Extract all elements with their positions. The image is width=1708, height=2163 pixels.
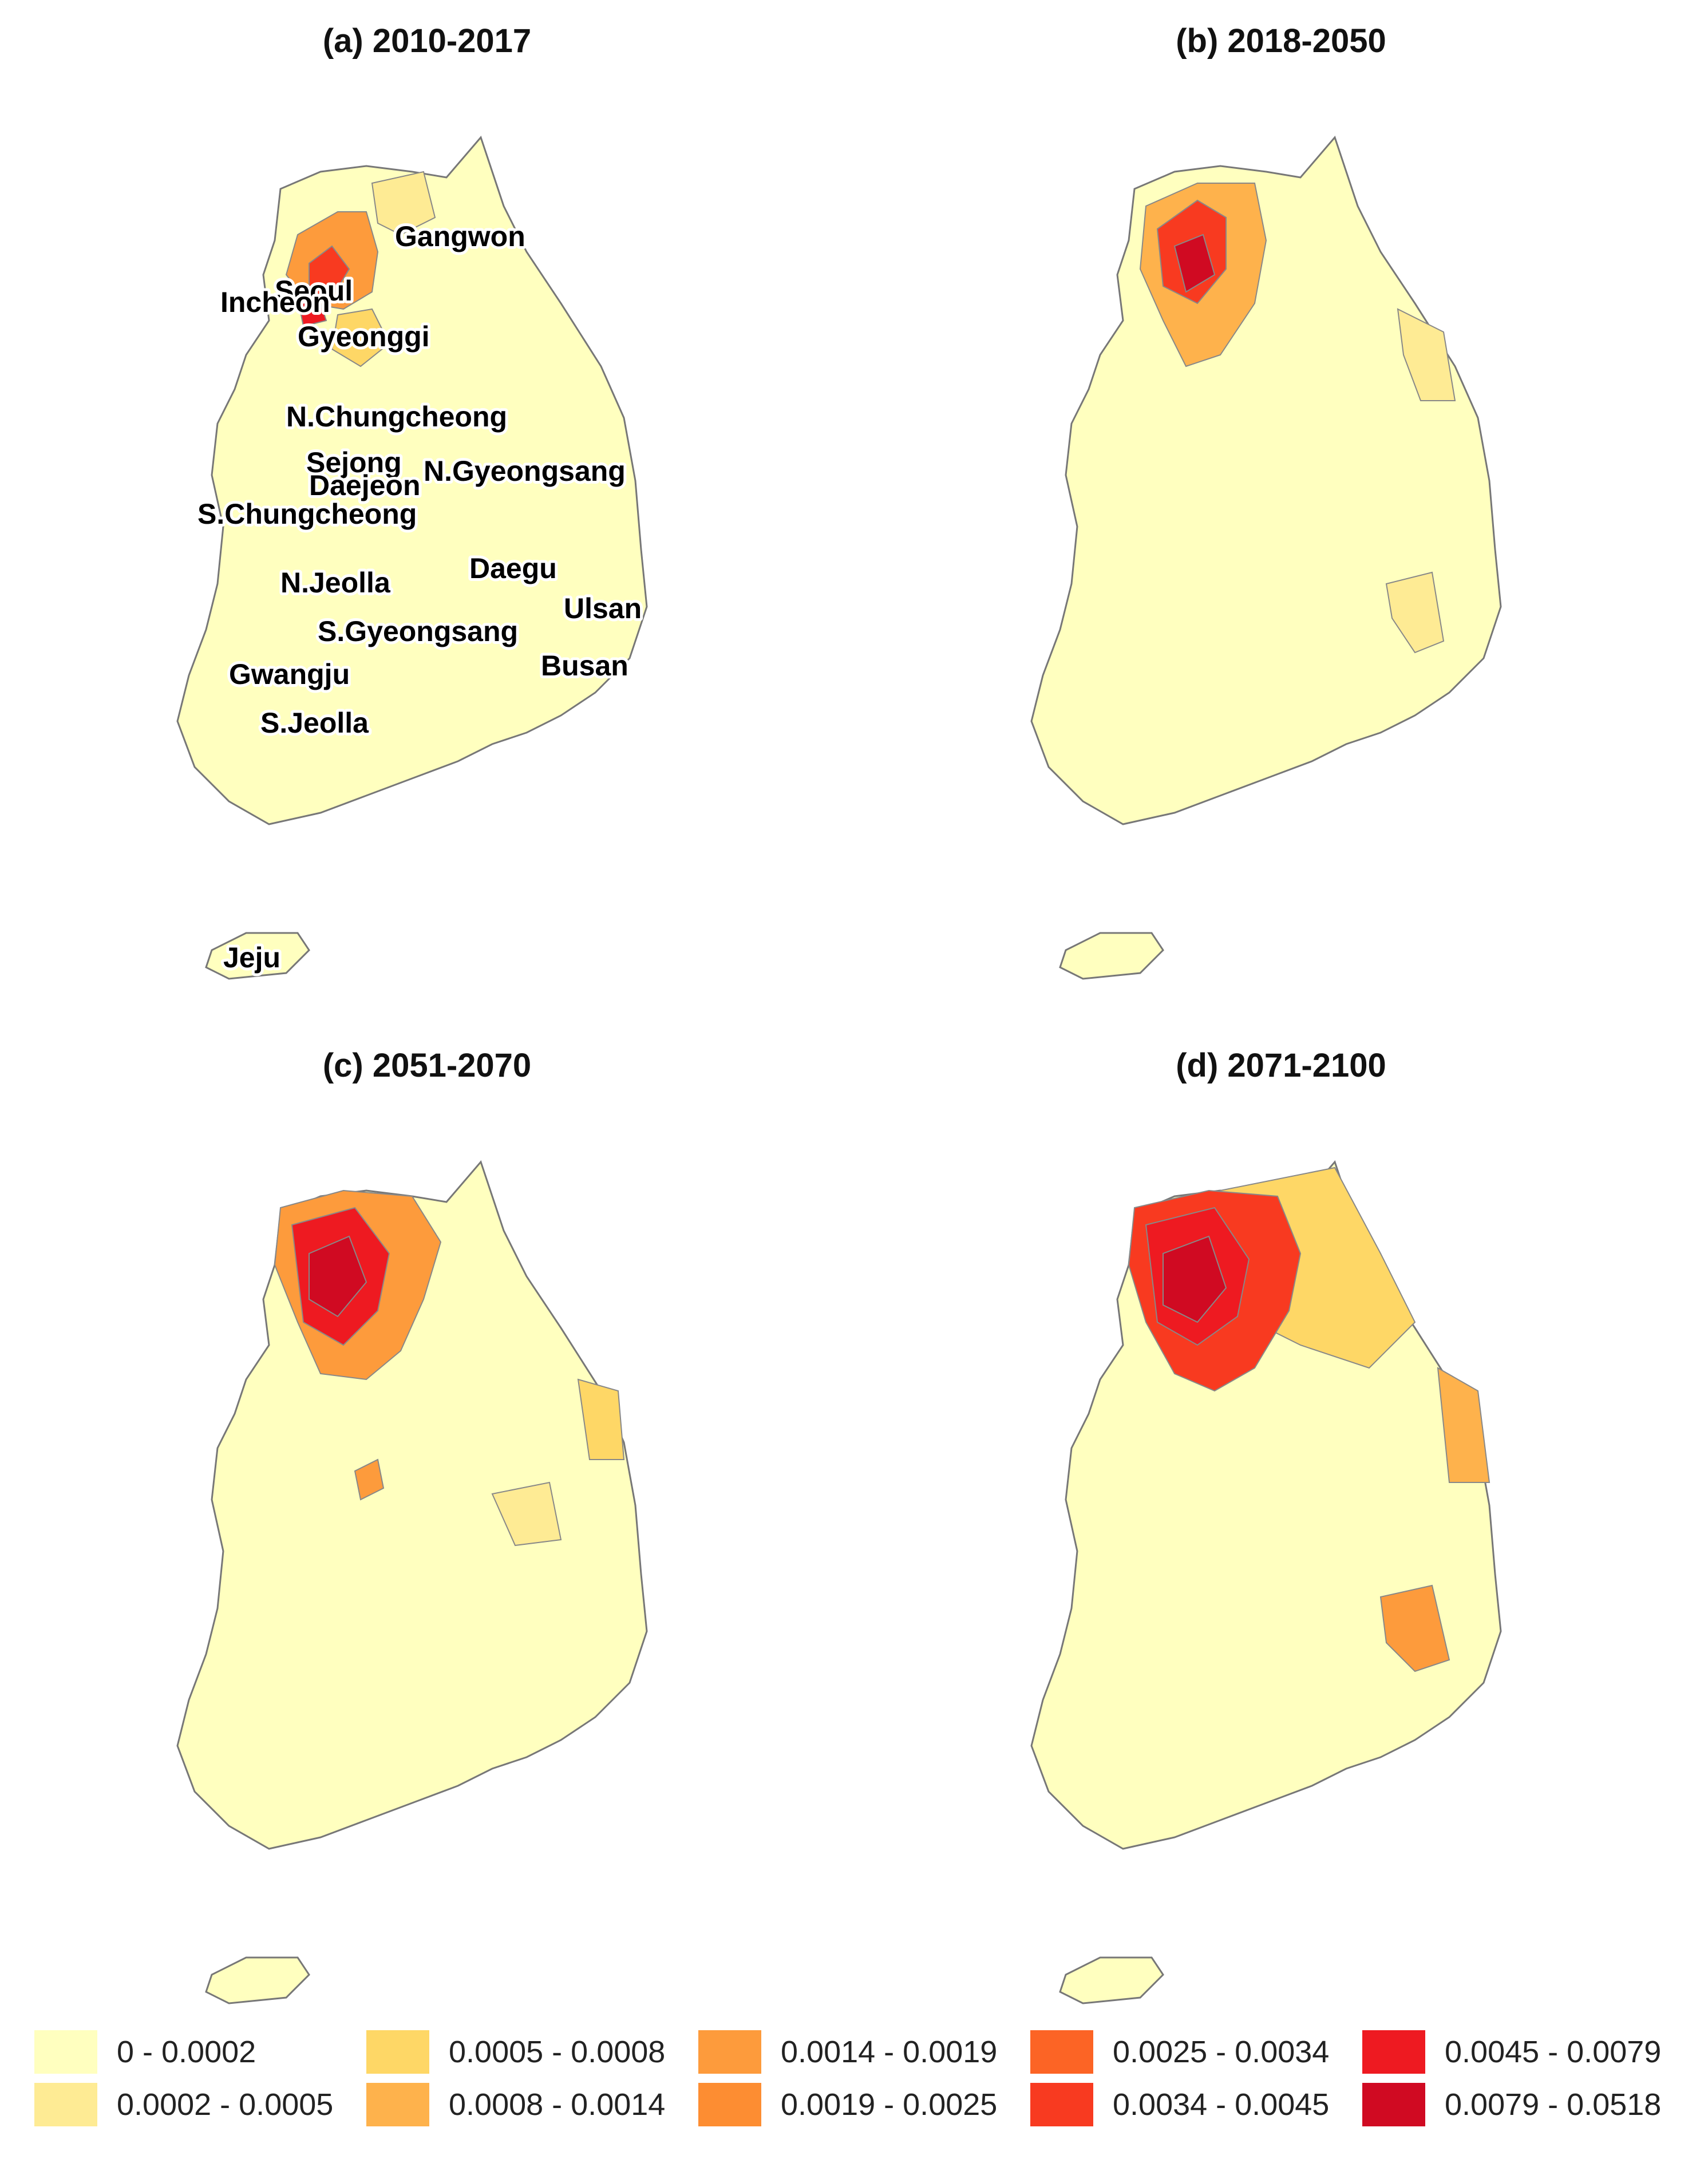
panel-c: (c) 2051-2070 <box>0 1025 854 2049</box>
legend-item: 0.0005 - 0.0008 <box>366 2029 665 2075</box>
legend-swatch <box>1362 2083 1425 2126</box>
legend-item: 0.0034 - 0.0045 <box>1030 2082 1329 2128</box>
legend-item: 0.0002 - 0.0005 <box>34 2082 333 2128</box>
panel-b: (b) 2018-2050 <box>854 0 1708 1025</box>
legend-item: 0.0025 - 0.0034 <box>1030 2029 1329 2075</box>
map-labels: Gangwon Seoul Incheon Gyeonggi N.Chungch… <box>195 218 645 976</box>
legend-swatch <box>366 2030 429 2074</box>
panel-title: (c) 2051-2070 <box>322 1047 532 1084</box>
jeju-island <box>1059 1956 1164 2004</box>
legend-label: 0.0014 - 0.0019 <box>781 2035 998 2069</box>
legend-swatch <box>366 2083 429 2126</box>
region-label: Seoul <box>275 275 353 307</box>
region-label: Sejong <box>306 446 402 479</box>
mainland <box>1030 1160 1502 1850</box>
region-label: N.Jeolla <box>280 567 391 599</box>
legend-label: 0.0079 - 0.0518 <box>1445 2087 1662 2122</box>
region-label: S.Jeolla <box>260 707 369 739</box>
region-label: Jeju <box>223 942 280 974</box>
panel-title: (b) 2018-2050 <box>1176 22 1386 60</box>
mainland <box>176 136 648 825</box>
region-label: Daegu <box>469 552 557 584</box>
legend-label: 0.0034 - 0.0045 <box>1113 2087 1330 2122</box>
region-label: Ulsan <box>564 592 642 624</box>
legend-label: 0.0005 - 0.0008 <box>449 2035 666 2069</box>
legend-item: 0.0008 - 0.0014 <box>366 2082 665 2128</box>
map-d <box>1030 1160 1502 2004</box>
legend-swatch <box>1362 2030 1425 2074</box>
region-label: Gwangju <box>229 658 350 690</box>
legend-swatch <box>698 2030 761 2074</box>
legend-swatch <box>34 2030 97 2074</box>
legend-label: 0.0019 - 0.0025 <box>781 2087 998 2122</box>
mainland <box>1030 136 1502 825</box>
region-label: Daejeon <box>309 469 421 501</box>
legend-item: 0 - 0.0002 <box>34 2029 256 2075</box>
mainland <box>176 1160 648 1850</box>
jeju-island <box>205 1956 310 2004</box>
region-label: Busan <box>541 650 628 682</box>
jeju-island <box>1059 932 1164 980</box>
map-a: Gangwon Seoul Incheon Gyeonggi N.Chungch… <box>176 136 648 980</box>
legend: 0 - 0.0002 0.0002 - 0.0005 0.0005 - 0.00… <box>34 2029 1683 2149</box>
legend-item: 0.0045 - 0.0079 <box>1362 2029 1661 2075</box>
legend-swatch <box>1030 2030 1093 2074</box>
map-c <box>176 1160 648 2004</box>
panel-d: (d) 2071-2100 <box>854 1025 1708 2049</box>
region-label: N.Gyeongsang <box>424 455 626 487</box>
panel-a: (a) 2010-2017 Gangwon Seoul Incheon Gyeo… <box>0 0 854 1025</box>
legend-item: 0.0019 - 0.0025 <box>698 2082 997 2128</box>
region-label: Gangwon <box>395 220 525 252</box>
legend-item: 0.0079 - 0.0518 <box>1362 2082 1661 2128</box>
legend-label: 0.0045 - 0.0079 <box>1445 2035 1662 2069</box>
region-label: N.Chungcheong <box>286 401 507 433</box>
legend-label: 0.0025 - 0.0034 <box>1113 2035 1330 2069</box>
legend-label: 0.0002 - 0.0005 <box>117 2087 334 2122</box>
legend-swatch <box>698 2083 761 2126</box>
map-b <box>1030 136 1502 980</box>
legend-label: 0 - 0.0002 <box>117 2035 256 2069</box>
region-label: S.Gyeongsang <box>318 615 518 647</box>
region-label: Gyeonggi <box>298 321 430 353</box>
panel-title: (d) 2071-2100 <box>1176 1047 1386 1084</box>
legend-item: 0.0014 - 0.0019 <box>698 2029 997 2075</box>
region-label: S.Chungcheong <box>197 498 417 530</box>
legend-label: 0.0008 - 0.0014 <box>449 2087 666 2122</box>
panel-title: (a) 2010-2017 <box>322 22 532 60</box>
region-label: Incheon <box>220 286 330 318</box>
legend-swatch <box>1030 2083 1093 2126</box>
jeju-island <box>205 932 310 980</box>
legend-swatch <box>34 2083 97 2126</box>
